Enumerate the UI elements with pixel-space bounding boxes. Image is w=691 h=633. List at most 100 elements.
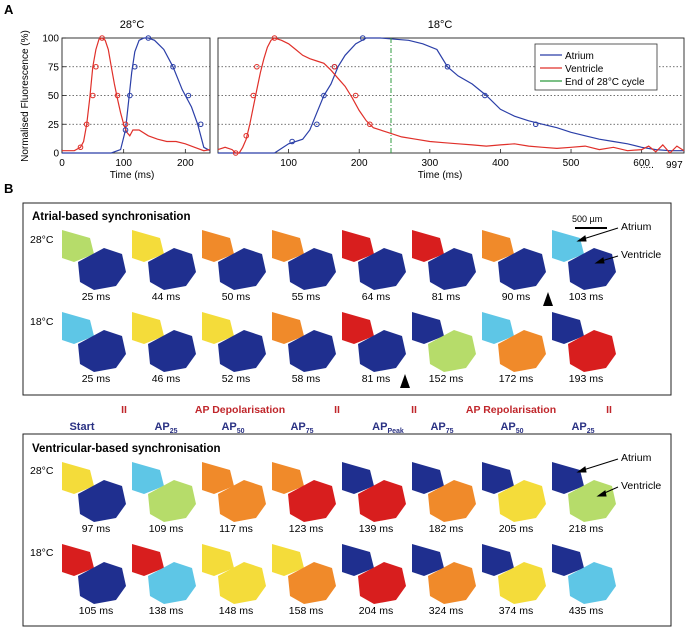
ventricle-region — [428, 248, 476, 290]
ventricle-region — [78, 562, 126, 604]
time-label: 218 ms — [569, 523, 603, 535]
time-label: 152 ms — [429, 373, 463, 385]
atrial-annot-ventricle: Ventricle — [621, 249, 661, 261]
atrium-marker — [482, 92, 488, 99]
atrium-region — [132, 312, 164, 344]
y-tick-label: 0 — [53, 149, 59, 160]
phase-sep-2: II — [334, 404, 340, 416]
ventricle-region — [288, 562, 336, 604]
series-line-atrium — [218, 37, 684, 154]
series-line-ventricle — [217, 37, 685, 154]
ventricle-region — [358, 330, 406, 372]
atrial-sync-title: Atrial-based synchronisation — [32, 211, 190, 223]
phase-label: AP75 — [430, 421, 453, 435]
ventricular-sync-box — [22, 433, 672, 627]
atrium-region — [482, 312, 514, 344]
ventricle-region — [498, 480, 546, 522]
heart-map — [482, 544, 546, 604]
phase-label: AP50 — [500, 421, 523, 435]
atrium-region — [412, 544, 444, 576]
x-tick-label: 200 — [351, 158, 368, 169]
heart-map — [342, 230, 406, 290]
atrium-region — [202, 230, 234, 262]
heart-map — [132, 544, 196, 604]
atrium-region — [482, 544, 514, 576]
heart-map — [202, 230, 266, 290]
heart-map — [412, 230, 476, 290]
ventricle-region — [218, 330, 266, 372]
atrial-annot-arrows — [576, 227, 619, 264]
time-label: 25 ms — [82, 373, 111, 385]
heart-map — [342, 544, 406, 604]
chart-18c: 100 200 300 400 500 600 — [217, 35, 685, 169]
heart-map — [412, 312, 476, 372]
ventricle-region — [358, 562, 406, 604]
heart-map — [552, 462, 616, 522]
time-label: 204 ms — [359, 605, 393, 617]
ventricle-region — [428, 562, 476, 604]
ventricle-region — [78, 480, 126, 522]
time-label: 90 ms — [502, 291, 531, 303]
ventricle-marker — [254, 63, 260, 70]
ventricle-region — [568, 248, 616, 290]
ap-phase-row: II AP Depolarisation II II AP Repolarisa… — [69, 404, 612, 435]
ventricle-region — [218, 248, 266, 290]
atrium-region — [482, 462, 514, 494]
heart-map — [482, 462, 546, 522]
time-label: 97 ms — [82, 523, 111, 535]
time-label: 138 ms — [149, 605, 183, 617]
atrium-region — [552, 462, 584, 494]
atrium-marker — [145, 35, 152, 41]
atrium-marker — [185, 92, 192, 99]
atrium-marker — [289, 138, 295, 145]
x-tick-label: 0 — [59, 158, 65, 169]
phase-sep-1: II — [121, 404, 127, 416]
heart-map — [62, 230, 126, 290]
heart-map — [552, 544, 616, 604]
atrial-marker-row1 — [543, 292, 553, 306]
atrium-region — [482, 230, 514, 262]
ventricular-map-grid: 97 ms 109 ms 117 ms 123 ms 139 ms 182 ms 205 m… — [62, 462, 616, 617]
time-label: 182 ms — [429, 523, 463, 535]
atrium-marker — [444, 63, 451, 70]
ventricle-region — [218, 562, 266, 604]
time-label: 50 ms — [222, 291, 251, 303]
atrial-marker-row2 — [400, 374, 410, 388]
ventricle-region — [428, 330, 476, 372]
time-label: 105 ms — [79, 605, 113, 617]
time-label: 103 ms — [569, 291, 603, 303]
y-tick-label: 50 — [48, 91, 60, 102]
ventricular-sync-title: Ventricular-based synchronisation — [32, 443, 221, 455]
ventricle-marker — [99, 35, 105, 41]
scale-bar-label: 500 µm — [572, 214, 602, 224]
heart-map — [342, 312, 406, 372]
atrium-region — [62, 230, 94, 262]
heart-map — [272, 544, 336, 604]
chart-28-title: 28°C — [120, 19, 145, 31]
atrium-region — [272, 312, 304, 344]
ventricle-marker — [77, 144, 84, 151]
atrium-marker — [127, 92, 133, 99]
ventricle-marker — [90, 92, 96, 99]
time-label: 193 ms — [569, 373, 603, 385]
time-label: 324 ms — [429, 605, 463, 617]
heart-map — [272, 230, 336, 290]
ventricle-marker — [367, 121, 373, 128]
heart-map — [62, 544, 126, 604]
heart-map — [412, 462, 476, 522]
ventricle-marker — [331, 63, 338, 70]
time-label: 435 ms — [569, 605, 603, 617]
ventricle-region — [498, 330, 546, 372]
time-label: 44 ms — [152, 291, 181, 303]
time-label: 172 ms — [499, 373, 533, 385]
x-tick-end: 997 — [666, 160, 683, 171]
chart-18-title: 18°C — [428, 19, 453, 31]
atrial-annot-atrium: Atrium — [621, 221, 652, 233]
ventricle-region — [218, 480, 266, 522]
ventricle-marker — [114, 92, 121, 99]
heart-map — [552, 230, 616, 290]
heart-map — [62, 312, 126, 372]
atrium-region — [202, 462, 234, 494]
ventricle-marker — [352, 92, 359, 99]
